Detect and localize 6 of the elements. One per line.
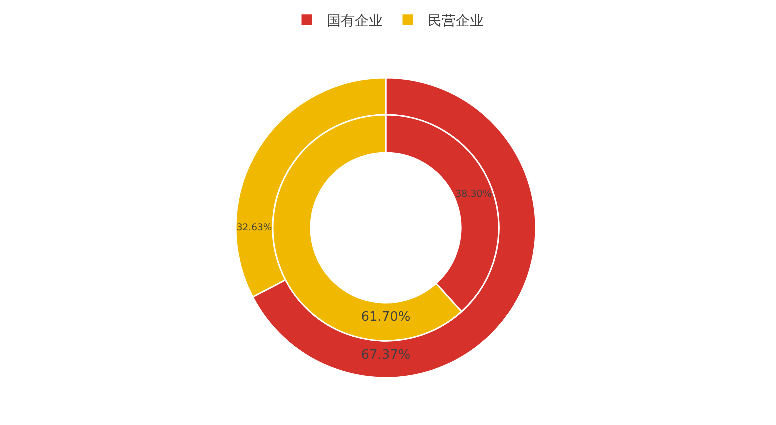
data-label: 67.37%: [361, 348, 411, 364]
data-label: 38.30%: [456, 188, 492, 200]
legend-label: 民营企业: [428, 13, 484, 30]
data-label: 32.63%: [236, 222, 272, 234]
data-label: 61.70%: [361, 310, 411, 325]
legend-label: 国有企业: [327, 13, 383, 30]
